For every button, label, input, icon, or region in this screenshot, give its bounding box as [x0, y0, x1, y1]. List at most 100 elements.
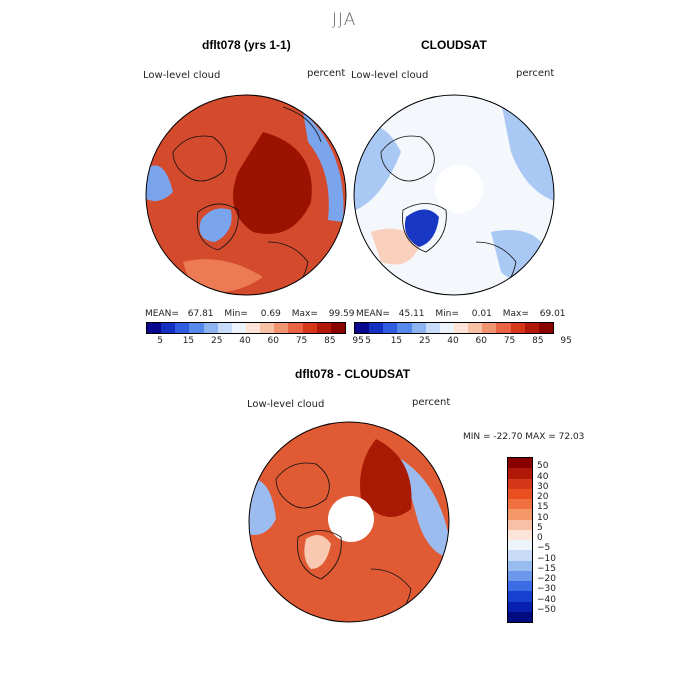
model-units-label: percent: [307, 68, 346, 79]
model-colorbar-swatch: [189, 323, 204, 333]
diff-colorbar-swatch: [508, 488, 532, 499]
model-colorbar-swatch: [217, 323, 232, 333]
obs-mean-value: 45.11: [398, 309, 425, 319]
obs-stats: MEAN= 45.11 Min= 0.01 Max= 69.01: [356, 309, 566, 319]
model-colorbar-swatch: [147, 323, 162, 333]
obs-min-value: 0.01: [471, 309, 492, 319]
obs-colorbar-tick-label: 85: [532, 336, 544, 346]
diff-colorbar-tick-label: 50: [537, 461, 549, 472]
diff-colorbar: [507, 457, 533, 623]
diff-colorbar-swatch: [508, 540, 532, 551]
obs-colorbar-swatch: [425, 323, 440, 333]
model-field-label: Low-level cloud: [143, 70, 221, 81]
model-greenland-low: [199, 208, 232, 242]
model-colorbar-ticks: 5 15 25 40 60 75 85 95: [146, 336, 364, 348]
obs-mean-label: MEAN=: [356, 309, 390, 319]
diff-colorbar-swatch: [508, 611, 532, 622]
diff-colorbar-swatch: [508, 601, 532, 612]
diff-colorbar-tick-label: −20: [537, 574, 556, 584]
model-polar-map: [145, 94, 347, 296]
obs-blue-region-east: [501, 102, 554, 202]
diff-colorbar-tick-label: −15: [537, 563, 556, 574]
obs-colorbar-swatch: [411, 323, 426, 333]
obs-max-label: Max=: [502, 309, 529, 319]
diff-greenland-light: [304, 535, 331, 569]
model-colorbar-tick-label: 75: [295, 336, 308, 346]
obs-colorbar-tick-label: 95: [560, 336, 572, 346]
diff-polar-hole: [328, 496, 374, 542]
model-max-region: [233, 132, 312, 234]
obs-field-label: Low-level cloud: [351, 70, 429, 81]
model-blue-region-west: [146, 165, 173, 201]
obs-colorbar-tick-label: 40: [447, 336, 459, 346]
model-colorbar-swatch: [288, 323, 303, 333]
obs-map-border: [353, 94, 555, 296]
diff-colorbar-tick-label: 15: [537, 502, 549, 513]
obs-panel-title: CLOUDSAT: [421, 38, 487, 52]
model-stats: MEAN= 67.81 Min= 0.69 Max= 99.59: [145, 309, 355, 319]
obs-colorbar-swatch: [355, 323, 370, 333]
diff-colorbar-swatch: [508, 550, 532, 561]
model-colorbar: [146, 322, 346, 334]
diff-colorbar-swatch: [508, 458, 532, 469]
obs-colorbar-tick-label: 25: [418, 336, 431, 346]
model-mean-label: MEAN=: [145, 309, 179, 319]
diff-colorbar-swatch: [508, 478, 532, 489]
model-colorbar-tick-label: 40: [239, 336, 251, 346]
obs-colorbar-tick-label: 60: [475, 336, 487, 346]
diff-colorbar-swatch: [508, 499, 532, 510]
diff-colorbar-tick-label: 20: [537, 492, 549, 502]
obs-colorbar-swatch: [496, 323, 511, 333]
diff-colorbar-swatch: [508, 570, 532, 581]
model-min-value: 0.69: [260, 309, 281, 319]
diff-colorbar-swatch: [508, 509, 532, 520]
diff-units-label: percent: [412, 397, 451, 408]
obs-colorbar-swatch: [482, 323, 497, 333]
obs-greenland-deep-blue: [404, 209, 439, 247]
model-colorbar-swatch: [203, 323, 218, 333]
diff-colorbar-tick-label: 30: [537, 481, 549, 492]
model-max-value: 99.59: [328, 309, 355, 319]
model-colorbar-tick-label: 5: [157, 336, 163, 346]
obs-colorbar-swatch: [524, 323, 539, 333]
obs-max-value: 69.01: [539, 309, 566, 319]
obs-colorbar-tick-label: 5: [365, 336, 371, 346]
model-coastline-greenland: [196, 203, 239, 251]
diff-colorbar-tick-label: −5: [537, 543, 551, 554]
diff-colorbar-tick-label: −50: [537, 604, 556, 615]
obs-colorbar-ticks: 5 15 25 40 60 75 85 95: [354, 336, 572, 348]
model-blue-region-east: [303, 112, 344, 222]
obs-coastline-canada: [380, 135, 435, 182]
obs-colorbar-swatch: [383, 323, 398, 333]
model-colorbar-swatch: [302, 323, 317, 333]
diff-colorbar-swatch: [508, 468, 532, 479]
obs-colorbar-swatch: [468, 323, 483, 333]
diff-colorbar-swatch: [508, 581, 532, 592]
model-colorbar-swatch: [274, 323, 289, 333]
diff-colorbar-tick-label: 5: [537, 522, 543, 533]
model-min-label: Min=: [224, 309, 248, 319]
diff-map-border: [248, 421, 450, 623]
diff-minmax: MIN = -22.70 MAX = 72.03: [463, 432, 585, 442]
obs-min-label: Min=: [435, 309, 459, 319]
model-colorbar-swatch: [231, 323, 246, 333]
diff-coastline-canada: [275, 462, 330, 509]
season-title: JJA: [332, 10, 357, 30]
model-colorbar-tick-label: 25: [210, 336, 223, 346]
diff-coastline-greenland: [297, 530, 342, 580]
diff-colorbar-tick-label: −30: [537, 584, 556, 595]
obs-units-label: percent: [516, 68, 555, 79]
diff-colorbar-tick-label: −10: [537, 553, 556, 564]
model-mean-value: 67.81: [187, 309, 214, 319]
obs-polar-map: [353, 94, 555, 296]
obs-coastline-greenland: [402, 203, 447, 253]
diff-field-label: Low-level cloud: [247, 399, 325, 410]
diff-panel-title: dflt078 - CLOUDSAT: [295, 367, 411, 381]
model-colorbar-tick-label: 95: [352, 336, 364, 346]
obs-colorbar-swatch: [397, 323, 412, 333]
model-map-border: [145, 94, 347, 296]
diff-max-region: [360, 439, 412, 517]
model-colorbar-swatch: [330, 323, 345, 333]
model-colorbar-swatch: [316, 323, 331, 333]
